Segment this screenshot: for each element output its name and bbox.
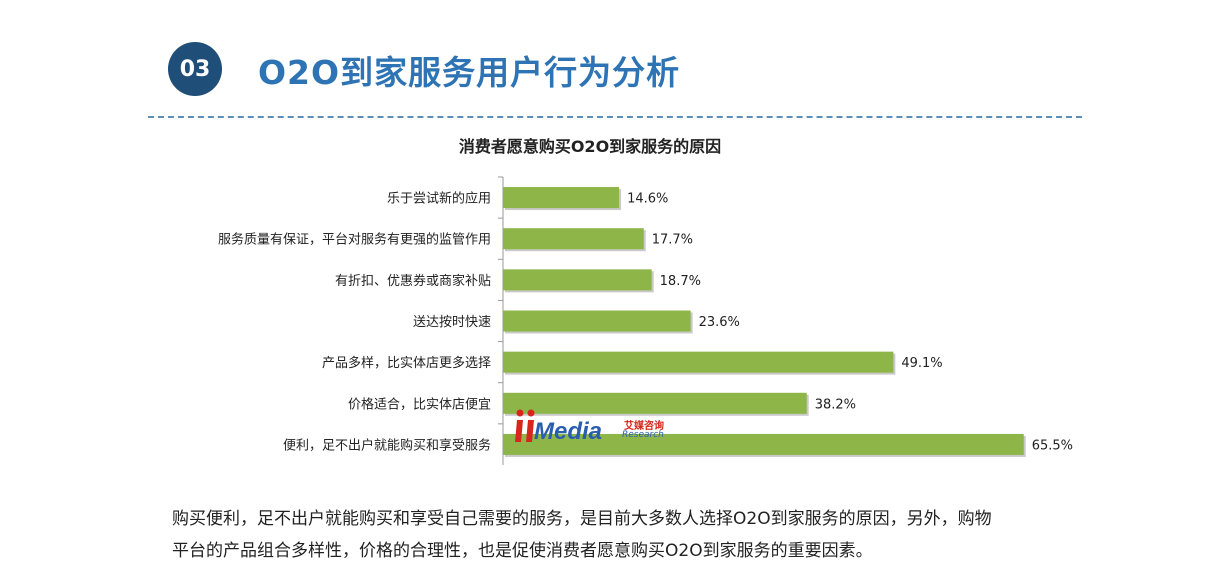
bar <box>503 269 652 291</box>
value-label: 23.6% <box>699 315 740 330</box>
bar <box>503 433 1024 455</box>
watermark-brand-en: Research <box>622 430 664 440</box>
bar <box>503 187 620 209</box>
value-label: 49.1% <box>901 356 942 371</box>
section-number-badge: 03 <box>168 42 222 96</box>
value-label: 17.7% <box>652 233 693 248</box>
category-label: 服务质量有保证，平台对服务有更强的监管作用 <box>218 232 491 248</box>
bar <box>503 228 644 250</box>
value-label: 38.2% <box>815 397 856 412</box>
imedia-watermark: Media 艾媒咨询 Research <box>514 408 674 446</box>
bar <box>503 310 691 332</box>
watermark-brand: Media <box>534 418 603 445</box>
category-label: 有折扣、优惠券或商家补贴 <box>335 273 491 289</box>
chart-title: 消费者愿意购买O2O到家服务的原因 <box>458 137 722 156</box>
category-label: 送达按时快速 <box>413 315 491 330</box>
category-label: 乐于尝试新的应用 <box>387 191 491 207</box>
header-divider <box>148 116 1082 118</box>
value-label: 65.5% <box>1032 438 1073 453</box>
bar <box>503 351 894 373</box>
summary-line-2: 平台的产品组合多样性，价格的合理性，也是促使消费者愿意购买O2O到家服务的重要因… <box>172 541 873 561</box>
category-label: 价格适合，比实体店便宜 <box>348 396 491 412</box>
category-label: 便利，足不出户就能购买和享受服务 <box>283 437 491 453</box>
value-label: 18.7% <box>660 274 701 289</box>
imedia-logo-icon <box>515 409 535 442</box>
watermark-brand-cn: 艾媒咨询 <box>624 421 664 432</box>
section-title: O2O到家服务用户行为分析 <box>258 53 681 92</box>
bar <box>503 392 807 414</box>
value-label: 14.6% <box>627 192 668 207</box>
summary-paragraph: 购买便利，足不出户就能购买和享受自己需要的服务，是目前大多数人选择O2O到家服务… <box>172 503 1152 567</box>
category-label: 产品多样，比实体店更多选择 <box>322 355 491 371</box>
summary-line-1: 购买便利，足不出户就能购买和享受自己需要的服务，是目前大多数人选择O2O到家服务… <box>172 509 992 529</box>
